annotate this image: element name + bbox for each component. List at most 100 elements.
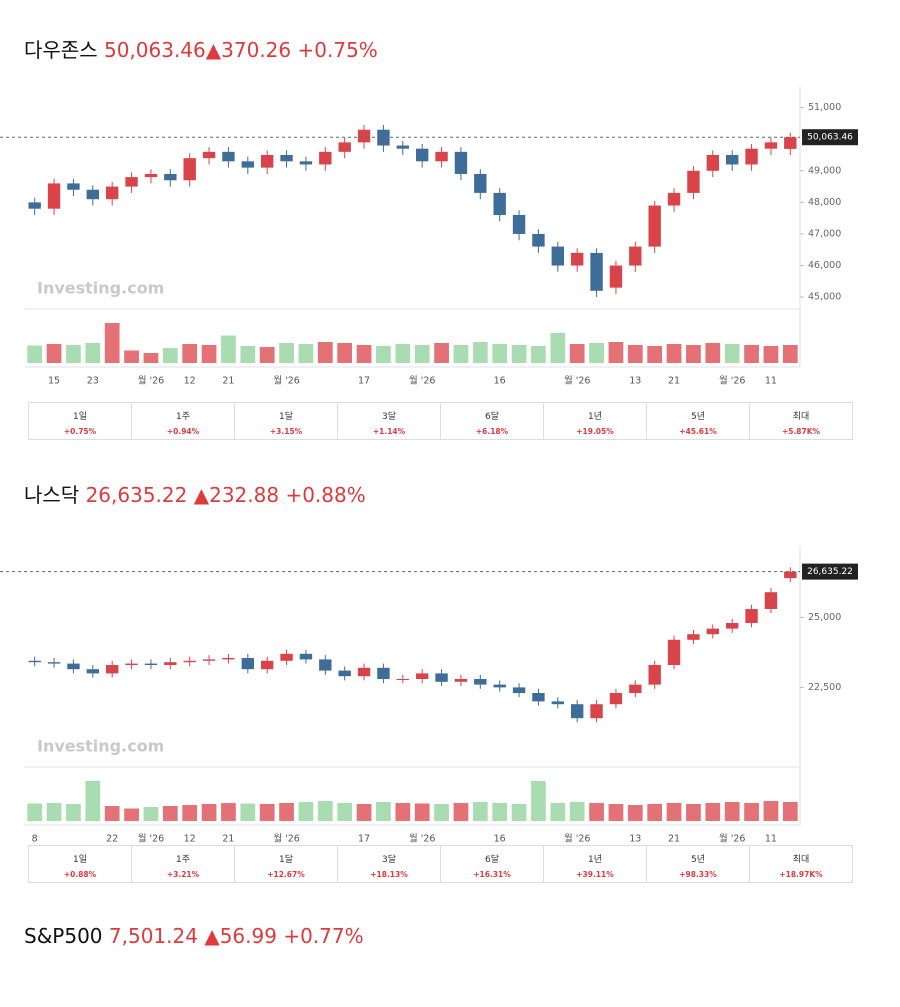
candle-body bbox=[512, 687, 526, 693]
y-tick-label: 48,000 bbox=[808, 197, 841, 208]
candle-body bbox=[28, 660, 41, 663]
period-label: 1년 bbox=[587, 855, 602, 865]
candle-body bbox=[590, 704, 603, 719]
candle-body bbox=[532, 233, 545, 247]
x-tick-label: 15 bbox=[48, 376, 60, 387]
x-tick-label: 월 '26 bbox=[719, 833, 745, 844]
candle-body bbox=[241, 161, 255, 168]
candle-body bbox=[357, 129, 371, 143]
period-cell: 1달 +3.15% bbox=[234, 403, 337, 439]
period-label: 1주 bbox=[175, 855, 190, 865]
volume-bar bbox=[472, 802, 488, 821]
candle-body bbox=[512, 215, 526, 234]
candle-body bbox=[474, 679, 487, 685]
volume-bar bbox=[724, 344, 740, 363]
volume-bar bbox=[589, 343, 604, 363]
period-change: +0.75% bbox=[63, 427, 97, 436]
volume-bar bbox=[608, 804, 624, 821]
period-cell: 1년 +19.05% bbox=[543, 403, 646, 439]
volume-bar bbox=[376, 346, 391, 363]
period-cell: 최대 +18.97K% bbox=[749, 846, 852, 882]
x-tick-label: 13 bbox=[629, 834, 641, 844]
volume-bar bbox=[317, 801, 333, 821]
x-tick-label: 21 bbox=[668, 834, 680, 844]
candle-body bbox=[551, 246, 565, 266]
volume-bar bbox=[492, 344, 508, 363]
period-cell: 6달 +6.18% bbox=[440, 403, 543, 439]
index-change-pct: +0.88% bbox=[285, 483, 366, 507]
period-label: 최대 bbox=[792, 412, 810, 422]
candle-body bbox=[202, 659, 216, 661]
period-change: +3.21% bbox=[166, 870, 200, 879]
period-label: 3달 bbox=[381, 855, 396, 865]
index-price: 50,063.46 bbox=[103, 38, 206, 62]
period-label: 1주 bbox=[175, 412, 190, 422]
y-tick-label: 49,000 bbox=[808, 165, 841, 176]
period-change: +5.87K% bbox=[781, 427, 821, 436]
candle-body bbox=[125, 177, 138, 187]
candle-body bbox=[706, 155, 720, 171]
period-cell: 1주 +0.94% bbox=[131, 403, 234, 439]
period-change: +12.67% bbox=[267, 870, 305, 879]
candle-body bbox=[280, 155, 293, 162]
volume-bar bbox=[511, 345, 527, 363]
volume-bar bbox=[66, 804, 81, 821]
candle-body bbox=[609, 265, 623, 288]
candle-body bbox=[319, 659, 332, 671]
volume-bar bbox=[104, 323, 120, 363]
volume-bar bbox=[666, 803, 682, 821]
index-change-pct: +0.75% bbox=[297, 38, 378, 62]
volume-bar bbox=[317, 342, 333, 363]
x-tick-label: 17 bbox=[358, 376, 370, 387]
period-label: 1년 bbox=[587, 412, 602, 422]
x-tick-label: 월 '26 bbox=[564, 833, 590, 844]
volume-bar bbox=[492, 803, 508, 821]
volume-bar bbox=[608, 342, 624, 363]
period-change: +39.11% bbox=[576, 870, 614, 879]
candle-body bbox=[435, 673, 448, 682]
x-tick-label: 21 bbox=[668, 376, 680, 387]
volume-bar bbox=[221, 803, 236, 821]
candle-body bbox=[396, 679, 410, 680]
volume-bar bbox=[550, 803, 566, 821]
volume-bar bbox=[627, 345, 643, 363]
volume-bar bbox=[85, 781, 101, 821]
candle-body bbox=[222, 151, 235, 162]
x-tick-label: 21 bbox=[222, 376, 234, 387]
volume-bar bbox=[201, 804, 217, 821]
volume-bar bbox=[414, 345, 430, 363]
candle-body bbox=[47, 662, 61, 664]
candle-body bbox=[648, 205, 661, 247]
candle-body bbox=[125, 663, 138, 665]
candle-body bbox=[435, 151, 448, 162]
period-label: 6달 bbox=[484, 412, 499, 422]
candle-body bbox=[86, 189, 100, 200]
index-change: ▲56.99 bbox=[204, 924, 277, 948]
candle-body bbox=[784, 571, 797, 579]
volume-bar bbox=[201, 345, 217, 363]
period-change: +19.05% bbox=[576, 427, 614, 436]
volume-bar bbox=[376, 802, 391, 821]
volume-bar bbox=[647, 346, 663, 363]
candle-body bbox=[474, 173, 487, 193]
period-cell: 5년 +45.61% bbox=[646, 403, 749, 439]
volume-bar bbox=[298, 344, 314, 363]
sp500-header: S&P500 7,501.24 ▲56.99 +0.77% bbox=[24, 924, 364, 948]
period-cell: 1년 +39.11% bbox=[543, 846, 646, 882]
candle-body bbox=[532, 693, 545, 702]
candle-body bbox=[493, 192, 506, 215]
x-tick-label: 22 bbox=[106, 834, 118, 844]
volume-bar bbox=[182, 805, 198, 821]
candle-body bbox=[551, 701, 565, 705]
index-name: 나스닥 bbox=[24, 483, 80, 507]
candle-body bbox=[396, 145, 410, 149]
period-cell: 3달 +1.14% bbox=[337, 403, 440, 439]
volume-bar bbox=[85, 343, 101, 363]
period-change: +6.18% bbox=[475, 427, 509, 436]
period-change: +16.31% bbox=[473, 870, 511, 879]
last-price-label: 50,063.46 bbox=[807, 133, 853, 143]
x-tick-label: 21 bbox=[222, 834, 234, 844]
index-name: 다우존스 bbox=[24, 38, 98, 62]
candle-body bbox=[570, 704, 584, 719]
candle-body bbox=[202, 151, 216, 159]
